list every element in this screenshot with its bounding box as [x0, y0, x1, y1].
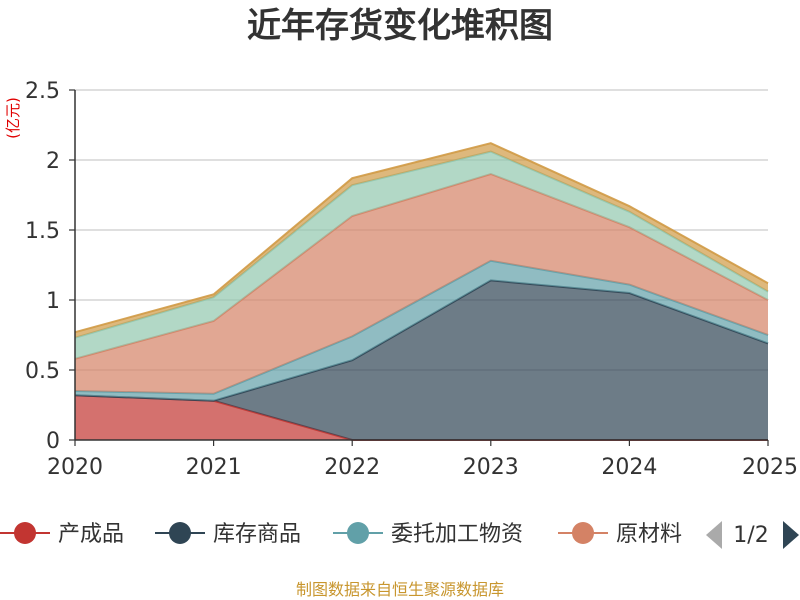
- x-tick-label: 2025: [742, 455, 798, 480]
- y-tick-label: 1: [46, 289, 60, 314]
- area-series-5: [75, 143, 768, 338]
- legend-item[interactable]: 产成品: [0, 522, 124, 547]
- area-series-3: [75, 174, 768, 394]
- y-tick-label: 0.5: [25, 359, 60, 384]
- area-series-1: [75, 280, 768, 440]
- legend: 产成品 库存商品 委托加工物资 原材料: [0, 522, 682, 547]
- x-tick-labels: 2020 2021 2022 2023 2024 2025: [47, 440, 798, 480]
- legend-dot-icon: [572, 522, 594, 544]
- chart-title: 近年存货变化堆积图: [247, 6, 553, 46]
- x-tick-label: 2023: [463, 455, 519, 480]
- area-series-4: [75, 151, 768, 359]
- y-tick-labels: 0 0.5 1 1.5 2 2.5: [25, 79, 75, 454]
- data-source-note: 制图数据来自恒生聚源数据库: [296, 580, 504, 599]
- legend-prev-page-icon[interactable]: [706, 521, 722, 549]
- y-tick-label: 1.5: [25, 219, 60, 244]
- y-tick-label: 2: [46, 149, 60, 174]
- x-tick-label: 2024: [601, 455, 657, 480]
- legend-dot-icon: [14, 522, 36, 544]
- axes: [74, 90, 768, 441]
- x-tick-label: 2020: [47, 455, 103, 480]
- area-series-0: [75, 395, 768, 440]
- x-tick-label: 2022: [324, 455, 380, 480]
- legend-item[interactable]: 委托加工物资: [333, 522, 523, 547]
- area-series-group: [74, 142, 769, 441]
- legend-item[interactable]: 库存商品: [155, 522, 301, 547]
- legend-dot-icon: [347, 522, 369, 544]
- y-tick-label: 2.5: [25, 79, 60, 104]
- legend-dot-icon: [169, 522, 191, 544]
- legend-label: 库存商品: [213, 522, 301, 547]
- y-axis-unit-label: (亿元): [4, 97, 22, 139]
- legend-next-page-icon[interactable]: [783, 521, 799, 549]
- legend-label: 原材料: [616, 522, 682, 547]
- area-series-line-5: [74, 142, 769, 334]
- x-tick-label: 2021: [186, 455, 242, 480]
- legend-page-indicator: 1/2: [733, 523, 768, 548]
- legend-item[interactable]: 原材料: [558, 522, 682, 547]
- legend-label: 委托加工物资: [391, 522, 523, 547]
- legend-label: 产成品: [58, 522, 124, 547]
- y-tick-label: 0: [46, 429, 60, 454]
- legend-pager: 1/2: [706, 521, 799, 549]
